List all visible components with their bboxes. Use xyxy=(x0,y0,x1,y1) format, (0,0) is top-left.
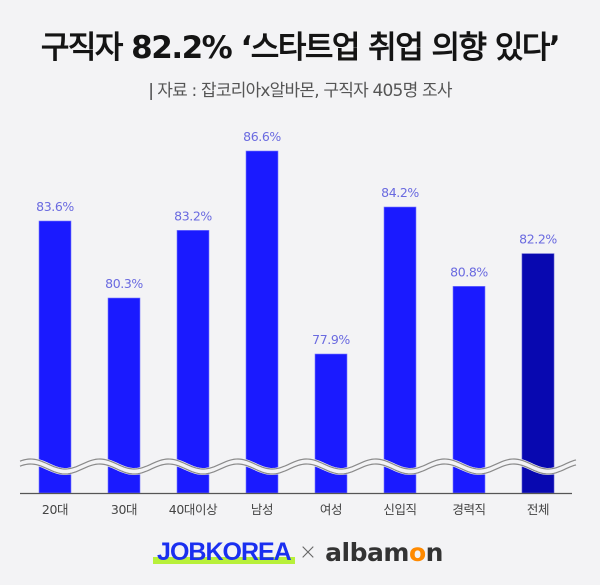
albamon-logo: albamon xyxy=(325,538,443,567)
value-label: 77.9% xyxy=(312,332,350,347)
bar-0 xyxy=(38,220,72,494)
category-label: 경력직 xyxy=(452,502,485,517)
category-label: 여성 xyxy=(320,502,342,517)
axis-break-wave xyxy=(18,457,577,476)
value-label: 83.6% xyxy=(36,199,74,214)
value-label: 83.2% xyxy=(174,208,212,223)
times-icon: × xyxy=(298,540,318,565)
value-label: 84.2% xyxy=(381,185,419,200)
bar-2 xyxy=(176,230,210,494)
bar-3 xyxy=(245,150,279,494)
category-label: 남성 xyxy=(251,502,273,517)
value-label: 80.3% xyxy=(105,276,143,291)
category-label: 40대이상 xyxy=(169,502,218,517)
bar-5 xyxy=(383,206,417,494)
value-label: 82.2% xyxy=(519,232,557,247)
bar-1 xyxy=(107,297,141,494)
source-separator: | xyxy=(148,81,154,101)
cat-o-icon: o xyxy=(408,538,426,567)
source-text: 자료 : 잡코리아x알바몬, 구직자 405명 조사 xyxy=(157,81,452,101)
category-label: 20대 xyxy=(42,502,68,517)
category-label: 신입직 xyxy=(383,502,416,517)
bar-7 xyxy=(521,253,555,494)
bars-group xyxy=(38,150,555,494)
chart-subtitle: | 자료 : 잡코리아x알바몬, 구직자 405명 조사 xyxy=(0,76,600,101)
value-label: 86.6% xyxy=(243,129,281,144)
category-label: 30대 xyxy=(111,502,137,517)
labels-group: 83.6% 20대 80.3% 30대 83.2% 40대이상 86.6% 남성 77.9% 여성… xyxy=(36,129,558,517)
bar-6 xyxy=(452,286,486,494)
jobkorea-logo: JOBKOREA xyxy=(153,538,295,567)
chart-title: 구직자 82.2% ‘스타트업 취업 의향 있다’ xyxy=(40,30,561,66)
category-label: 전체 xyxy=(527,502,549,517)
footer-logos: JOBKOREA × albamon xyxy=(0,538,600,567)
value-label: 80.8% xyxy=(450,264,488,279)
